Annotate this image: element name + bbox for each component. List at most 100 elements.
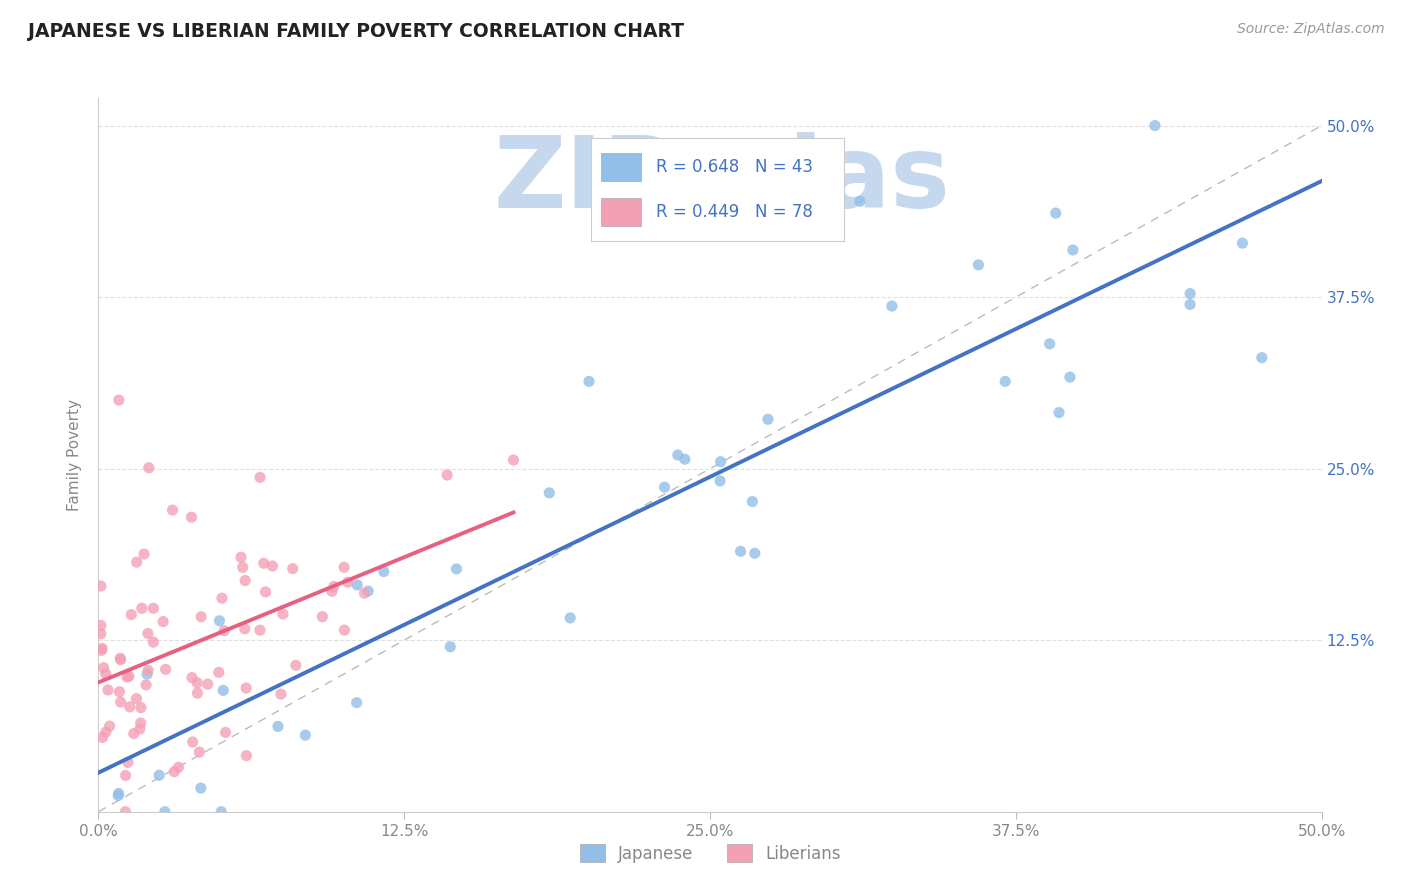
Bar — [600, 153, 641, 181]
Point — [741, 494, 763, 508]
Point — [336, 575, 359, 590]
Point — [578, 375, 600, 389]
Point — [744, 546, 766, 560]
Point — [235, 681, 257, 695]
Point — [436, 468, 458, 483]
Point — [1178, 297, 1201, 311]
Point — [235, 748, 257, 763]
Point — [214, 725, 236, 739]
Point — [333, 560, 356, 574]
Point — [120, 607, 142, 622]
Point — [136, 626, 159, 640]
Point — [357, 584, 380, 599]
Point — [114, 805, 136, 819]
Point — [118, 699, 141, 714]
Point — [346, 696, 368, 710]
Point — [232, 560, 254, 574]
Point — [353, 586, 375, 600]
Point — [155, 662, 177, 676]
Point — [373, 565, 395, 579]
Point — [270, 687, 292, 701]
Point — [271, 607, 294, 621]
Point — [162, 503, 184, 517]
Text: ZIPatlas: ZIPatlas — [494, 132, 950, 229]
Point — [967, 258, 990, 272]
Point — [142, 601, 165, 615]
Point — [181, 735, 204, 749]
Point — [666, 448, 689, 462]
Point — [148, 768, 170, 782]
Point — [93, 661, 115, 675]
Point — [128, 722, 150, 736]
Point — [730, 544, 752, 558]
Point — [709, 474, 731, 488]
Point — [323, 579, 346, 593]
Point — [446, 562, 468, 576]
Point — [284, 658, 307, 673]
Point — [1062, 243, 1084, 257]
Point — [849, 194, 872, 209]
Point — [756, 412, 779, 426]
Point — [209, 805, 232, 819]
Text: Source: ZipAtlas.com: Source: ZipAtlas.com — [1237, 22, 1385, 37]
Point — [153, 805, 176, 819]
Point — [125, 555, 148, 569]
Point — [249, 470, 271, 484]
Point — [94, 725, 117, 739]
Point — [208, 614, 231, 628]
Point — [180, 510, 202, 524]
Point — [710, 455, 733, 469]
Point — [1045, 206, 1067, 220]
Point — [267, 719, 290, 733]
Point — [1143, 119, 1166, 133]
Point — [90, 579, 112, 593]
Text: R = 0.449   N = 78: R = 0.449 N = 78 — [657, 203, 813, 221]
Point — [98, 719, 121, 733]
Point — [211, 591, 233, 606]
Point — [281, 562, 304, 576]
Point — [90, 618, 112, 632]
Point — [131, 601, 153, 615]
Point — [129, 700, 152, 714]
Point — [233, 574, 256, 588]
Point — [115, 670, 138, 684]
Point — [1059, 370, 1081, 384]
Point — [190, 609, 212, 624]
Point — [110, 695, 132, 709]
Point — [108, 684, 131, 698]
Point — [91, 731, 114, 745]
Point — [439, 640, 461, 654]
Point — [117, 756, 139, 770]
Point — [91, 641, 114, 656]
Point — [110, 653, 132, 667]
Point — [233, 622, 256, 636]
Point — [186, 686, 208, 700]
Point — [880, 299, 903, 313]
Point — [1250, 351, 1272, 365]
Point — [311, 609, 333, 624]
Point — [90, 627, 112, 641]
Point — [538, 486, 561, 500]
Point — [90, 643, 112, 657]
Point — [321, 584, 343, 599]
Point — [1178, 286, 1201, 301]
Point — [97, 682, 120, 697]
Point — [107, 789, 129, 803]
Bar — [600, 198, 641, 227]
Point — [254, 585, 277, 599]
Point — [142, 635, 165, 649]
Point — [673, 452, 696, 467]
Y-axis label: Family Poverty: Family Poverty — [67, 399, 83, 511]
Point — [135, 678, 157, 692]
Point — [1047, 406, 1070, 420]
Point — [212, 624, 235, 638]
Text: R = 0.648   N = 43: R = 0.648 N = 43 — [657, 158, 813, 176]
Point — [136, 667, 159, 681]
Point — [229, 550, 252, 565]
Point — [294, 728, 316, 742]
Point — [208, 665, 231, 680]
Text: JAPANESE VS LIBERIAN FAMILY POVERTY CORRELATION CHART: JAPANESE VS LIBERIAN FAMILY POVERTY CORR… — [28, 22, 685, 41]
Point — [167, 760, 190, 774]
Point — [136, 664, 159, 678]
Point — [163, 764, 186, 779]
